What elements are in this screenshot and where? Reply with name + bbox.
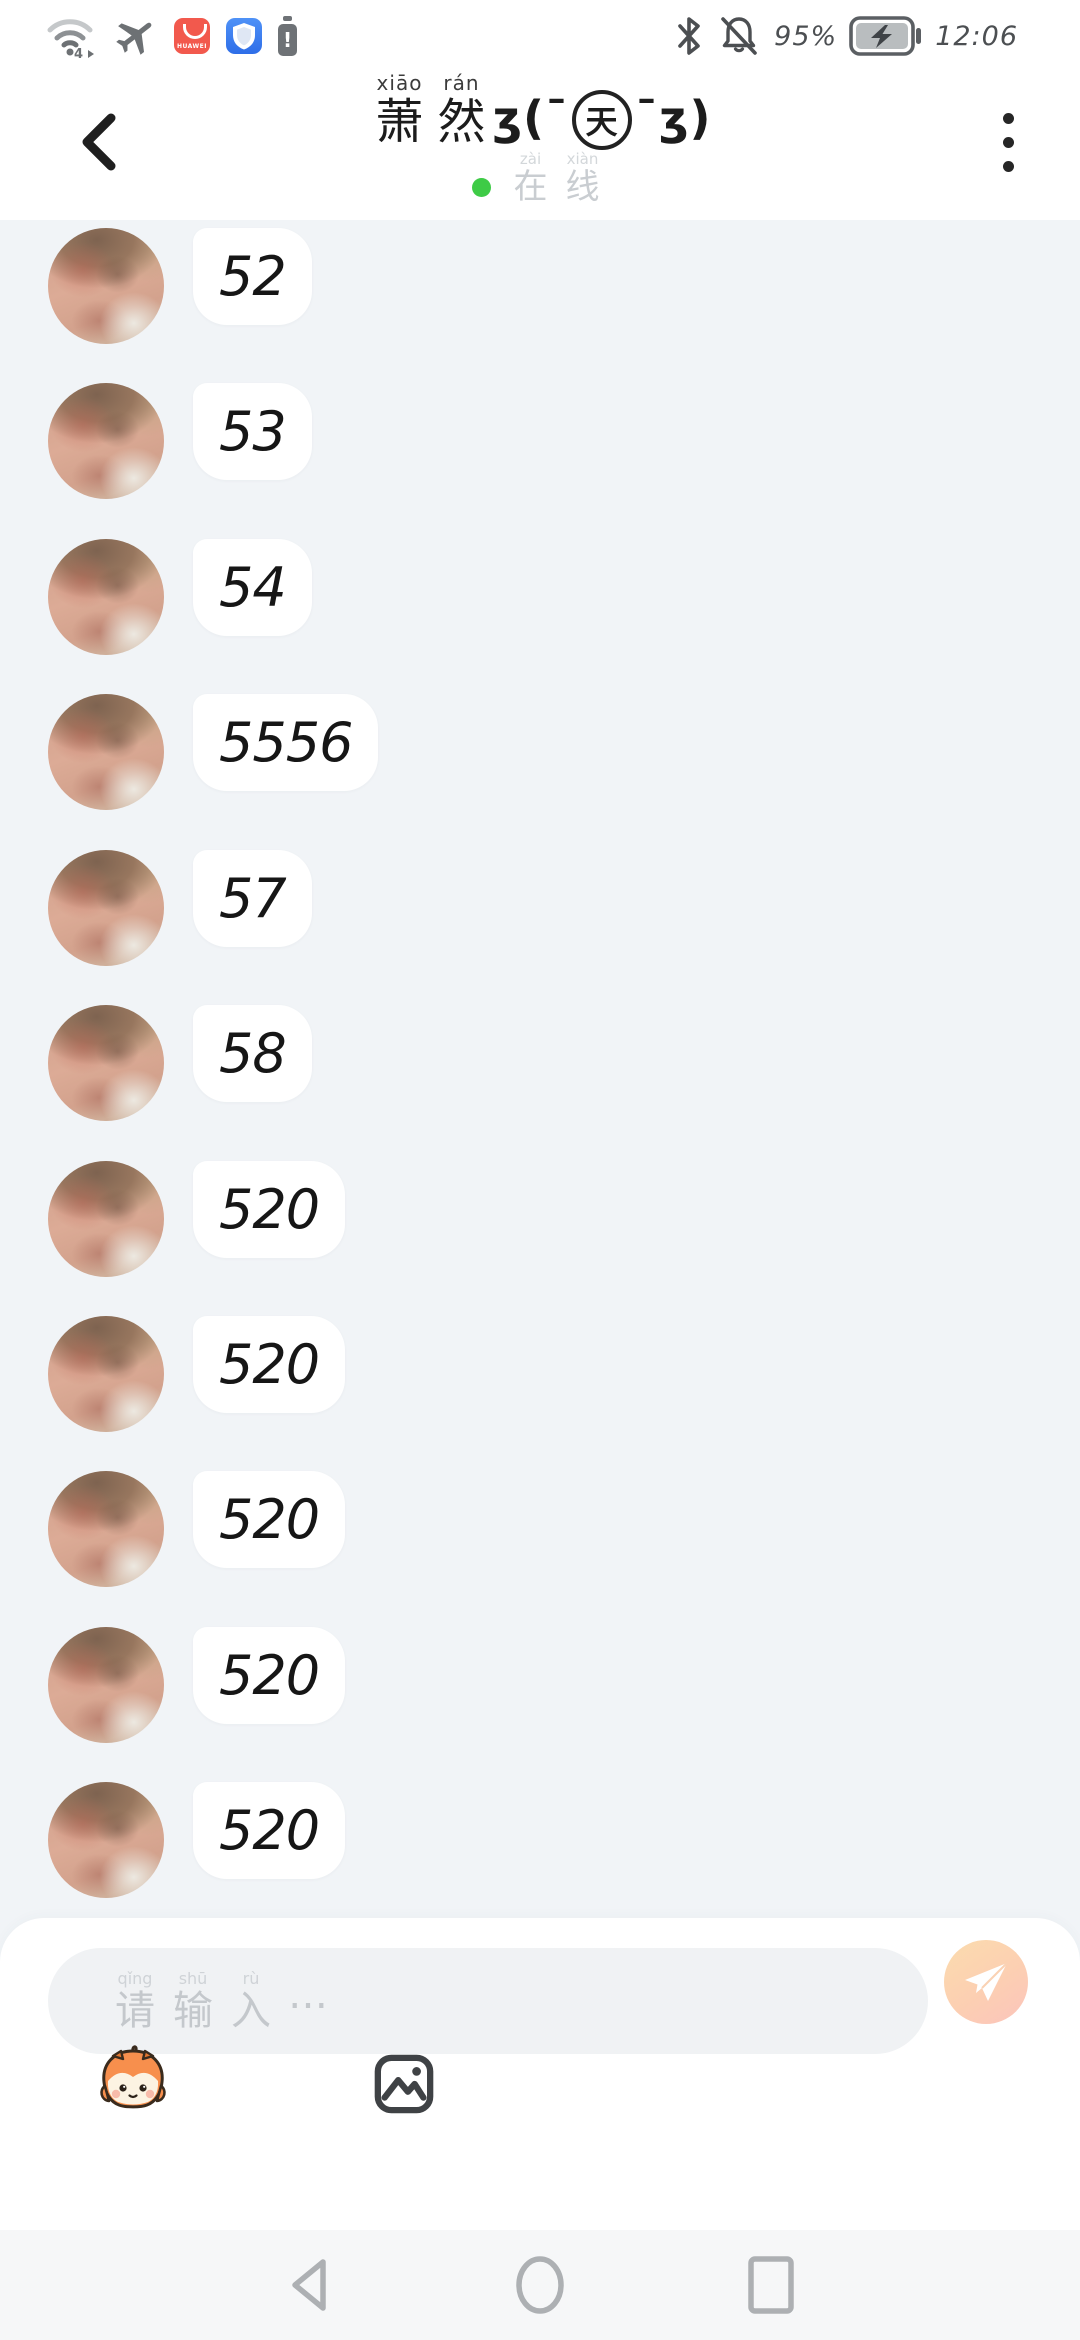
online-dot (471, 177, 491, 197)
message-bubble[interactable]: 54 (193, 539, 312, 636)
contact-avatar[interactable] (48, 1161, 164, 1277)
sticker-mascot-icon (100, 2045, 166, 2109)
message-bubble[interactable]: 52 (193, 228, 312, 325)
more-menu-button[interactable] (980, 96, 1036, 188)
contact-avatar[interactable] (48, 1627, 164, 1743)
message-row: 53 (48, 383, 312, 499)
message-row: 520 (48, 1316, 346, 1432)
title-kaomoji: ʒ(¯ 天 ¯ʒ) (493, 88, 712, 151)
message-row: 57 (48, 850, 312, 966)
message-bubble[interactable]: 520 (193, 1316, 346, 1413)
placeholder-char-1: 请qǐng (115, 1968, 155, 2034)
contact-name: 萧xiāo 然rán ʒ(¯ 天 ¯ʒ) (0, 71, 1080, 151)
shield-app-icon (226, 18, 262, 54)
status-left-icons: 4 HUAWEI (44, 14, 297, 58)
gallery-button[interactable] (373, 2053, 435, 2115)
wifi-icon: 4 (47, 19, 94, 58)
placeholder-char-2: 输shū (173, 1968, 213, 2034)
huawei-app-label: HUAWEI (176, 43, 208, 50)
clock-time: 12:06 (935, 20, 1018, 52)
more-vertical-icon (1002, 112, 1014, 124)
status-right-icons: 95% 12:06 (674, 14, 1018, 58)
top-surface: 4 HUAWEI (0, 0, 1080, 220)
message-bubble[interactable]: 520 (193, 1161, 346, 1258)
message-input[interactable]: 请qǐng 输shū 入rù … (48, 1948, 928, 2054)
nav-recents-icon[interactable] (746, 2254, 796, 2316)
chat-header: 萧xiāo 然rán ʒ(¯ 天 ¯ʒ) 在zài 线xiàn (0, 66, 1080, 220)
message-row: 5556 (48, 694, 379, 810)
wifi-sub-label: 4 (74, 47, 83, 58)
contact-title-block: 萧xiāo 然rán ʒ(¯ 天 ¯ʒ) 在zài 线xiàn (0, 71, 1080, 208)
placeholder-ellipsis: … (288, 1972, 328, 2018)
nav-home-icon[interactable] (512, 2254, 568, 2316)
bluetooth-icon (678, 17, 700, 55)
message-row: 520 (48, 1782, 346, 1898)
battery-alert-nub (283, 16, 292, 21)
navigation-bar (0, 2230, 1080, 2340)
online-char-2: 线xiàn (565, 150, 600, 208)
nav-back-icon[interactable] (283, 2254, 335, 2316)
message-bubble[interactable]: 57 (193, 850, 312, 947)
title-char-1: 萧xiāo (375, 71, 424, 150)
message-row: 52 (48, 228, 312, 344)
paper-plane-icon (965, 1962, 1008, 2001)
contact-avatar[interactable] (48, 1782, 164, 1898)
sticker-button[interactable] (93, 2044, 173, 2124)
contact-avatar[interactable] (48, 1005, 164, 1121)
message-bubble[interactable]: 520 (193, 1471, 346, 1568)
shield-glyph (233, 23, 255, 50)
battery-charging-icon (849, 16, 922, 56)
contact-avatar[interactable] (48, 1471, 164, 1587)
message-row: 520 (48, 1627, 346, 1743)
back-button[interactable] (64, 94, 134, 190)
title-char-2: 然rán (437, 71, 486, 150)
status-bar: 4 HUAWEI (0, 0, 1080, 66)
huawei-petal (183, 24, 207, 39)
title-kaomoji-circled-char: 天 (572, 90, 633, 151)
image-gallery-icon (374, 2054, 434, 2114)
message-row: 58 (48, 1005, 312, 1121)
message-bubble[interactable]: 520 (193, 1782, 346, 1879)
message-bubble[interactable]: 58 (193, 1005, 312, 1102)
message-row: 520 (48, 1471, 346, 1587)
placeholder-char-3: 入rù (231, 1968, 271, 2034)
battery-alert-body: ! (278, 24, 297, 56)
battery-percent: 95% (774, 20, 838, 52)
back-chevron-icon (82, 113, 116, 171)
message-bubble[interactable]: 53 (193, 383, 312, 480)
battery-alert-icon: ! (278, 16, 297, 56)
huawei-app-icon: HUAWEI (174, 18, 210, 54)
composer-card: 请qǐng 输shū 入rù … (0, 1918, 1080, 2230)
message-bubble[interactable]: 520 (193, 1627, 346, 1724)
contact-avatar[interactable] (48, 1316, 164, 1432)
contact-avatar[interactable] (48, 383, 164, 499)
notifications-off-icon (721, 17, 757, 55)
contact-avatar[interactable] (48, 694, 164, 810)
message-row: 54 (48, 539, 312, 655)
airplane-mode-icon (116, 22, 152, 55)
contact-avatar[interactable] (48, 228, 164, 344)
message-row: 520 (48, 1161, 346, 1277)
contact-avatar[interactable] (48, 539, 164, 655)
send-button[interactable] (944, 1940, 1028, 2024)
message-bubble[interactable]: 5556 (193, 694, 379, 791)
online-status: 在zài 线xiàn (0, 150, 1080, 208)
online-char-1: 在zài (513, 150, 548, 208)
contact-avatar[interactable] (48, 850, 164, 966)
